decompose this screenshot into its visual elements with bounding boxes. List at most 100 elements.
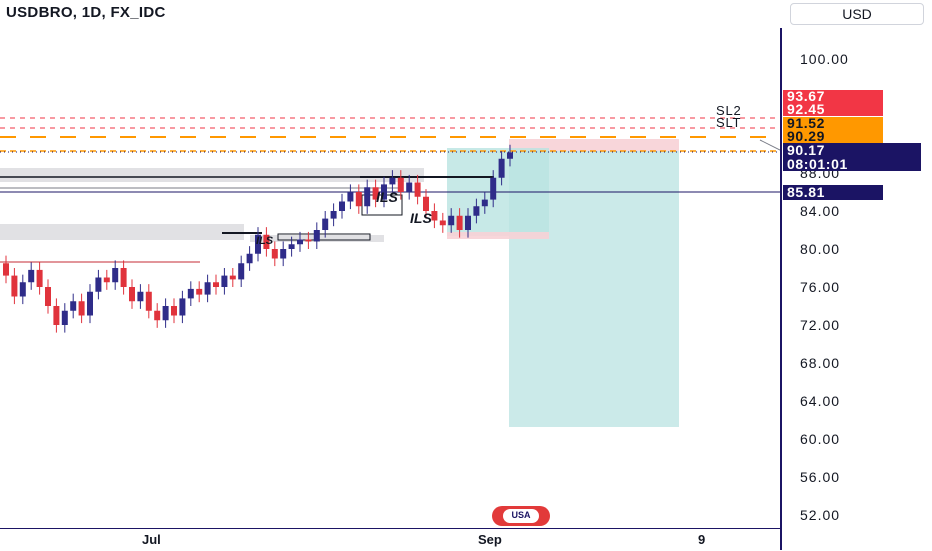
candle[interactable] [36, 269, 43, 287]
candle[interactable] [498, 158, 505, 178]
candle[interactable] [70, 301, 77, 311]
candle[interactable] [204, 282, 211, 295]
time-label-9: 9 [698, 532, 706, 547]
candle[interactable] [439, 220, 446, 226]
candle[interactable] [221, 275, 228, 287]
currency-button[interactable]: USD [790, 3, 924, 25]
time-axis[interactable]: Jul Sep 9 [0, 528, 780, 551]
candle[interactable] [19, 282, 26, 297]
candle[interactable] [61, 310, 68, 325]
price-badge-91: 91.52 [783, 116, 883, 130]
candle[interactable] [171, 306, 177, 316]
price-label: 84.00 [800, 203, 841, 219]
bar-countdown: 08:01:01 [787, 156, 848, 172]
candle[interactable] [389, 177, 396, 185]
candle[interactable] [297, 239, 303, 245]
candle[interactable] [381, 184, 387, 200]
price-label: 72.00 [800, 317, 841, 333]
candle[interactable] [448, 215, 455, 226]
candle[interactable] [288, 244, 295, 249]
candle[interactable] [179, 298, 186, 316]
candle[interactable] [406, 182, 413, 193]
candle[interactable] [187, 288, 194, 299]
candle[interactable] [490, 177, 497, 200]
candle[interactable] [45, 287, 51, 306]
candle[interactable] [280, 249, 287, 259]
candle[interactable] [456, 215, 463, 230]
candle[interactable] [87, 291, 93, 316]
candle[interactable] [355, 192, 362, 207]
candle[interactable] [120, 268, 127, 287]
candle[interactable] [330, 211, 337, 219]
candle[interactable] [263, 234, 270, 249]
candle[interactable] [28, 269, 35, 283]
box-outline-2 [277, 233, 371, 241]
time-label-jul: Jul [142, 532, 161, 547]
chart-marker-2: ILS [410, 210, 432, 226]
candle[interactable] [431, 211, 438, 221]
sl2-line-label: SL2 [716, 103, 742, 118]
candle[interactable] [129, 287, 135, 302]
candle[interactable] [196, 288, 203, 295]
usa-flag-logo[interactable]: USA [492, 506, 550, 526]
candle[interactable] [507, 152, 513, 159]
candle[interactable] [372, 187, 379, 200]
price-label: 56.00 [800, 469, 841, 485]
candle[interactable] [397, 177, 404, 192]
candle[interactable] [347, 192, 354, 202]
chart-marker-1: ILS [376, 189, 398, 205]
candle[interactable] [154, 310, 161, 321]
candle[interactable] [229, 275, 236, 280]
candle[interactable] [137, 291, 144, 302]
symbol-title[interactable]: USDBRO, 1D, FX_IDC [6, 4, 166, 21]
price-badge-85: 85.81 [783, 185, 883, 200]
price-badge-90: 90.29 [783, 129, 883, 143]
candle[interactable] [271, 249, 278, 259]
last-price-value: 90.17 [787, 142, 826, 158]
candle[interactable] [465, 215, 471, 230]
candle[interactable] [53, 306, 60, 325]
candle[interactable] [145, 291, 152, 311]
price-badge-92: 92.45 [783, 102, 883, 116]
price-label: 64.00 [800, 393, 841, 409]
zone-upper [0, 168, 424, 182]
candle[interactable] [11, 275, 18, 297]
price-chart[interactable] [0, 0, 780, 528]
last-price-badge: 90.17 08:01:01 [783, 143, 921, 171]
time-label-sep: Sep [478, 532, 502, 547]
candle[interactable] [238, 263, 245, 280]
entry-zone-base [447, 232, 549, 239]
slt-line-label: SLT [716, 115, 742, 130]
chart-marker-3: ILS [256, 235, 274, 247]
price-axis-border [780, 28, 782, 550]
price-badge-93: 93.67 [783, 89, 883, 103]
candle[interactable] [3, 263, 9, 276]
candle[interactable] [364, 187, 371, 207]
candle[interactable] [322, 218, 329, 230]
price-label: 76.00 [800, 279, 841, 295]
candle[interactable] [423, 196, 429, 211]
candle[interactable] [112, 268, 119, 283]
logo-inner: USA [503, 509, 539, 523]
candle[interactable] [339, 201, 345, 212]
candle[interactable] [162, 306, 169, 321]
candle[interactable] [103, 277, 110, 283]
candle[interactable] [95, 277, 102, 292]
sl-connector [759, 139, 780, 151]
candle[interactable] [481, 199, 488, 207]
candle[interactable] [414, 182, 421, 197]
price-label: 80.00 [800, 241, 841, 257]
candle[interactable] [305, 239, 312, 242]
price-label: 52.00 [800, 507, 841, 523]
candle[interactable] [78, 301, 85, 316]
zone-lower [0, 224, 244, 240]
price-label: 68.00 [800, 355, 841, 371]
chart-area[interactable]: SL2 SLT ILS ILS ILS USA [0, 0, 780, 528]
candle[interactable] [246, 253, 253, 264]
logo-text: USA [511, 510, 531, 520]
candle[interactable] [255, 234, 261, 254]
candle[interactable] [313, 230, 320, 242]
candle[interactable] [473, 206, 480, 216]
candle[interactable] [213, 282, 219, 287]
price-label: 100.00 [800, 51, 849, 67]
